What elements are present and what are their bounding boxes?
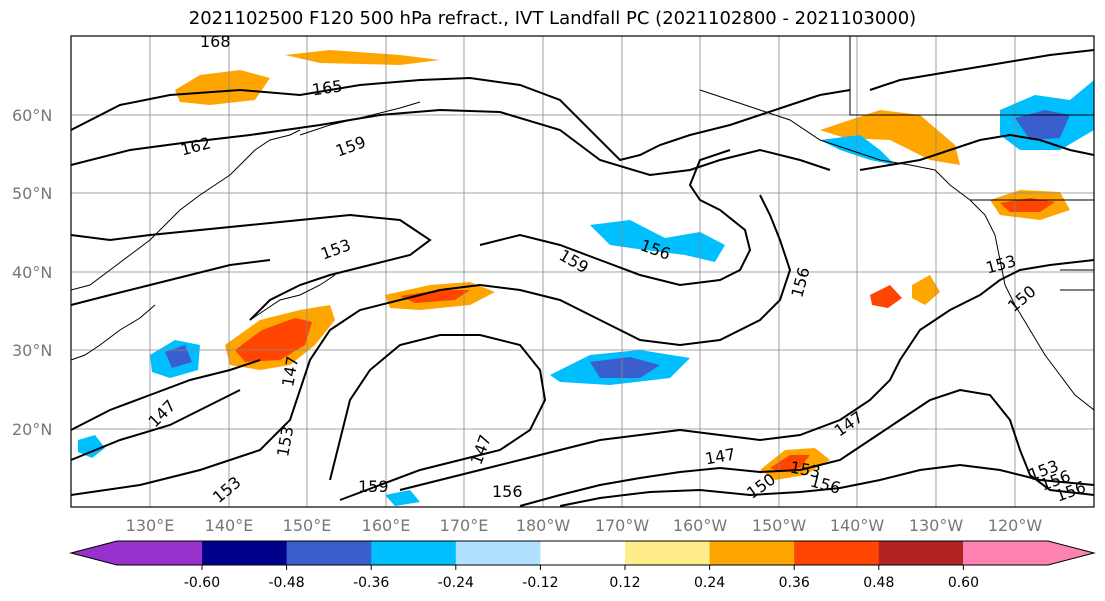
contour-label: 165	[311, 76, 344, 99]
colorbar-tick-label: -0.36	[353, 575, 389, 591]
colorbar-tick-label: 0.48	[863, 575, 894, 591]
lon-label: 170°E	[440, 516, 489, 535]
colorbar-tick-label: -0.24	[438, 575, 474, 591]
lon-label: 140°W	[830, 516, 885, 535]
lat-label: 60°N	[12, 106, 52, 125]
lon-label: 170°W	[595, 516, 650, 535]
colorbar-segment	[202, 541, 288, 565]
colorbar-segment	[540, 541, 626, 565]
latitude-labels: 60°N 50°N 40°N 30°N 20°N	[12, 106, 52, 439]
colorbar-tick-label: 0.60	[948, 575, 979, 591]
colorbar-tick-label: 0.12	[609, 575, 640, 591]
colorbar-segment	[878, 541, 964, 565]
colorbar-segment	[455, 541, 541, 565]
lat-label: 50°N	[12, 184, 52, 203]
colorbar-tick-label: -0.12	[522, 575, 558, 591]
colorbar-segment	[371, 541, 457, 565]
lon-label: 150°E	[283, 516, 332, 535]
longitude-labels: 130°E 140°E 150°E 160°E 170°E 180°W 170°…	[126, 516, 1043, 535]
colorbar-segment	[625, 541, 711, 565]
colorbar-tick-label: 0.24	[694, 575, 725, 591]
colorbar-segment	[709, 541, 795, 565]
map-title: 2021102500 F120 500 hPa refract., IVT La…	[188, 8, 917, 29]
colorbar-segment	[71, 541, 202, 565]
coastlines	[70, 36, 1095, 411]
contour-label: 168	[200, 32, 231, 51]
contour-label: 156	[492, 482, 523, 501]
lon-label: 180°W	[516, 516, 571, 535]
lat-label: 30°N	[12, 341, 52, 360]
lon-label: 120°W	[988, 516, 1043, 535]
colorbar-tick-label: -0.60	[184, 575, 220, 591]
colorbar-tick-label: -0.48	[268, 575, 304, 591]
colorbar-segment	[794, 541, 880, 565]
lon-label: 130°W	[909, 516, 964, 535]
lon-label: 160°W	[673, 516, 728, 535]
contour-label: 159	[358, 477, 389, 496]
lon-label: 160°E	[362, 516, 411, 535]
colorbar-segment	[286, 541, 372, 565]
lon-label: 150°W	[752, 516, 807, 535]
lon-label: 140°E	[205, 516, 254, 535]
colorbar: -0.60 -0.48 -0.36 -0.24 -0.12 0.12 0.24 0.36 0.4…	[69, 540, 1096, 591]
colorbar-outline	[69, 540, 1096, 566]
colorbar-tick-label: 0.36	[779, 575, 810, 591]
lon-label: 130°E	[126, 516, 175, 535]
colorbar-segment	[963, 541, 1094, 565]
refractivity-contours	[70, 49, 1095, 507]
lat-label: 40°N	[12, 263, 52, 282]
ivt-shading	[78, 50, 1094, 506]
map-frame	[70, 35, 1095, 508]
lat-label: 20°N	[12, 420, 52, 439]
